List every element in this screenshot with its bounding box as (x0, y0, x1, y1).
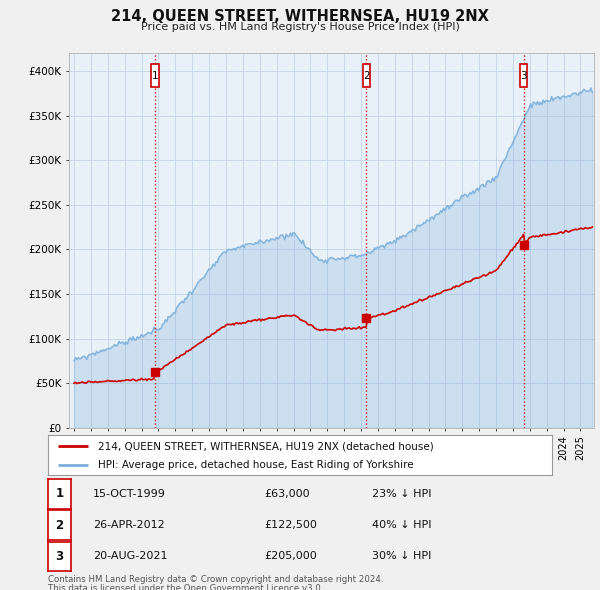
Text: 3: 3 (55, 550, 64, 563)
Text: £122,500: £122,500 (264, 520, 317, 530)
Text: 3: 3 (520, 71, 527, 81)
Text: 30% ↓ HPI: 30% ↓ HPI (372, 552, 431, 561)
Text: 23% ↓ HPI: 23% ↓ HPI (372, 489, 431, 499)
Text: 214, QUEEN STREET, WITHERNSEA, HU19 2NX: 214, QUEEN STREET, WITHERNSEA, HU19 2NX (111, 9, 489, 24)
FancyBboxPatch shape (151, 64, 158, 87)
Text: 2: 2 (363, 71, 370, 81)
Text: 15-OCT-1999: 15-OCT-1999 (93, 489, 166, 499)
Text: HPI: Average price, detached house, East Riding of Yorkshire: HPI: Average price, detached house, East… (98, 460, 414, 470)
Text: 214, QUEEN STREET, WITHERNSEA, HU19 2NX (detached house): 214, QUEEN STREET, WITHERNSEA, HU19 2NX … (98, 441, 434, 451)
Text: 1: 1 (55, 487, 64, 500)
Text: 20-AUG-2021: 20-AUG-2021 (93, 552, 167, 561)
FancyBboxPatch shape (520, 64, 527, 87)
Text: This data is licensed under the Open Government Licence v3.0.: This data is licensed under the Open Gov… (48, 584, 323, 590)
Text: £205,000: £205,000 (264, 552, 317, 561)
Text: 2: 2 (55, 519, 64, 532)
Text: 1: 1 (152, 71, 158, 81)
Text: £63,000: £63,000 (264, 489, 310, 499)
Text: Price paid vs. HM Land Registry's House Price Index (HPI): Price paid vs. HM Land Registry's House … (140, 22, 460, 32)
Text: Contains HM Land Registry data © Crown copyright and database right 2024.: Contains HM Land Registry data © Crown c… (48, 575, 383, 584)
Text: 40% ↓ HPI: 40% ↓ HPI (372, 520, 431, 530)
FancyBboxPatch shape (363, 64, 370, 87)
Text: 26-APR-2012: 26-APR-2012 (93, 520, 165, 530)
